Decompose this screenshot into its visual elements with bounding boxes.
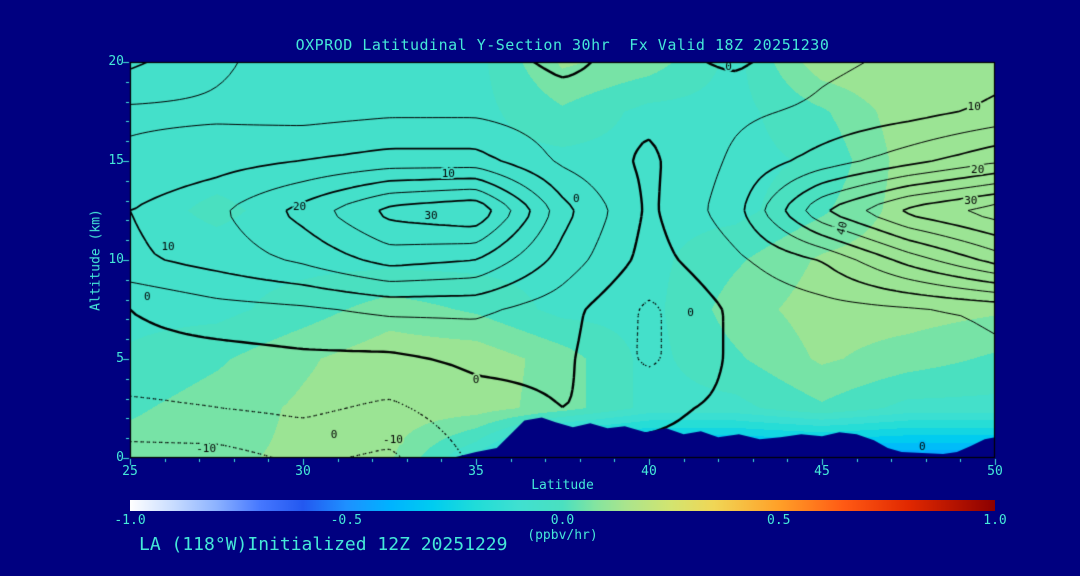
y-tick-label: 10: [108, 252, 124, 267]
colorbar-tick-label: -0.5: [330, 513, 362, 528]
x-tick-label: 35: [468, 464, 484, 479]
x-tick-label: 30: [295, 464, 311, 479]
colorbar-tick-label: 0.0: [550, 513, 575, 528]
x-tick-label: 45: [814, 464, 830, 479]
colorbar-tick-label: 1.0: [983, 513, 1007, 528]
y-tick-label: 5: [116, 351, 124, 366]
colorbar-tick-label: 0.5: [767, 513, 791, 528]
x-tick-label: 50: [987, 464, 1003, 479]
colorbar-tick-label: -1.0: [114, 513, 146, 528]
y-tick-label: 0: [116, 450, 124, 465]
colorbar-gradient: [130, 500, 995, 511]
y-tick-label: 20: [108, 54, 124, 69]
x-tick-label: 25: [122, 464, 138, 479]
x-axis-title: Latitude: [531, 478, 594, 493]
colorbar-units-label: (ppbv/hr): [527, 528, 598, 543]
y-tick-label: 15: [108, 153, 124, 168]
run-annotation: LA (118°W)Initialized 12Z 20251229: [139, 534, 508, 555]
x-tick-label: 40: [641, 464, 657, 479]
plot-title: OXPROD Latitudinal Y-Section 30hr Fx Val…: [295, 36, 830, 54]
